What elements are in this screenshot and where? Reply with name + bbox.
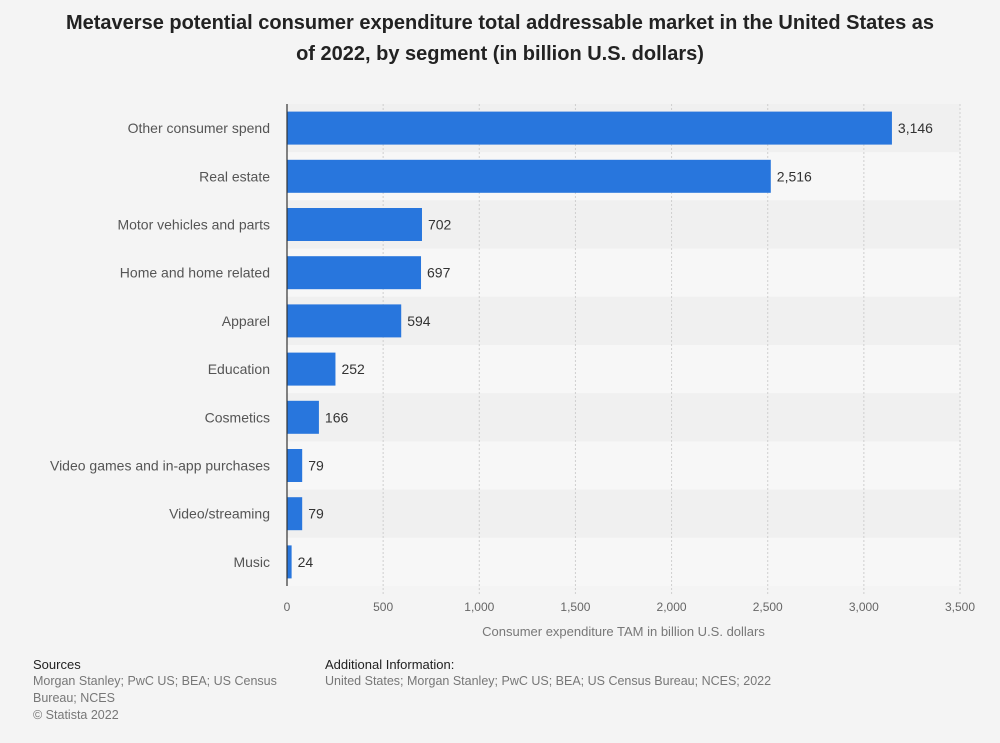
- category-label: Real estate: [199, 168, 270, 184]
- value-label: 594: [407, 313, 431, 329]
- x-tick-label: 1,500: [560, 600, 590, 614]
- category-label: Apparel: [222, 313, 270, 329]
- category-label: Motor vehicles and parts: [117, 217, 270, 233]
- bar: [287, 159, 771, 193]
- copyright-text: © Statista 2022: [33, 708, 119, 722]
- category-label: Home and home related: [120, 265, 270, 281]
- x-axis-label: Consumer expenditure TAM in billion U.S.…: [482, 624, 765, 639]
- bar-chart: Other consumer spend 3,146 Real estate 2,51…: [50, 104, 975, 639]
- bar: [287, 256, 422, 290]
- x-tick-label: 3,500: [945, 600, 975, 614]
- category-label: Cosmetics: [205, 409, 270, 425]
- bar: [287, 545, 292, 579]
- sources-text: Morgan Stanley; PwC US; BEA; US Census B…: [33, 674, 277, 705]
- value-label: 697: [427, 265, 451, 281]
- sources-block: Sources Morgan Stanley; PwC US; BEA; US …: [33, 656, 293, 724]
- x-tick-label: 500: [373, 600, 393, 614]
- x-tick-label: 3,000: [849, 600, 879, 614]
- x-tick-label: 2,500: [753, 600, 783, 614]
- value-label: 3,146: [898, 120, 933, 136]
- row-band: [287, 537, 960, 586]
- row-band: [287, 489, 960, 538]
- additional-info-text: United States; Morgan Stanley; PwC US; B…: [325, 674, 772, 688]
- value-label: 166: [325, 409, 349, 425]
- bar: [287, 497, 303, 531]
- additional-info-block: Additional Information: United States; M…: [325, 656, 925, 690]
- x-tick-label: 1,000: [464, 600, 494, 614]
- x-tick-label: 0: [284, 600, 291, 614]
- additional-info-heading: Additional Information:: [325, 657, 455, 672]
- category-label: Video games and in-app purchases: [50, 458, 270, 474]
- value-label: 702: [428, 217, 452, 233]
- bar: [287, 208, 422, 241]
- row-band: [287, 441, 960, 490]
- value-label: 252: [341, 361, 365, 377]
- category-label: Other consumer spend: [128, 120, 270, 136]
- bar: [287, 304, 402, 338]
- x-tick-label: 2,000: [657, 600, 687, 614]
- category-label: Video/streaming: [169, 506, 270, 522]
- category-label: Music: [233, 554, 270, 570]
- bar: [287, 352, 336, 386]
- value-label: 79: [308, 506, 324, 522]
- bar: [287, 111, 892, 145]
- sources-heading: Sources: [33, 657, 81, 672]
- row-band: [287, 393, 960, 442]
- category-label: Education: [208, 361, 270, 377]
- value-label: 24: [298, 554, 314, 570]
- bar: [287, 400, 319, 434]
- chart-title: Metaverse potential consumer expenditure…: [65, 12, 935, 65]
- value-label: 79: [308, 458, 324, 474]
- value-label: 2,516: [777, 168, 812, 184]
- row-band: [287, 345, 960, 394]
- bar: [287, 449, 303, 482]
